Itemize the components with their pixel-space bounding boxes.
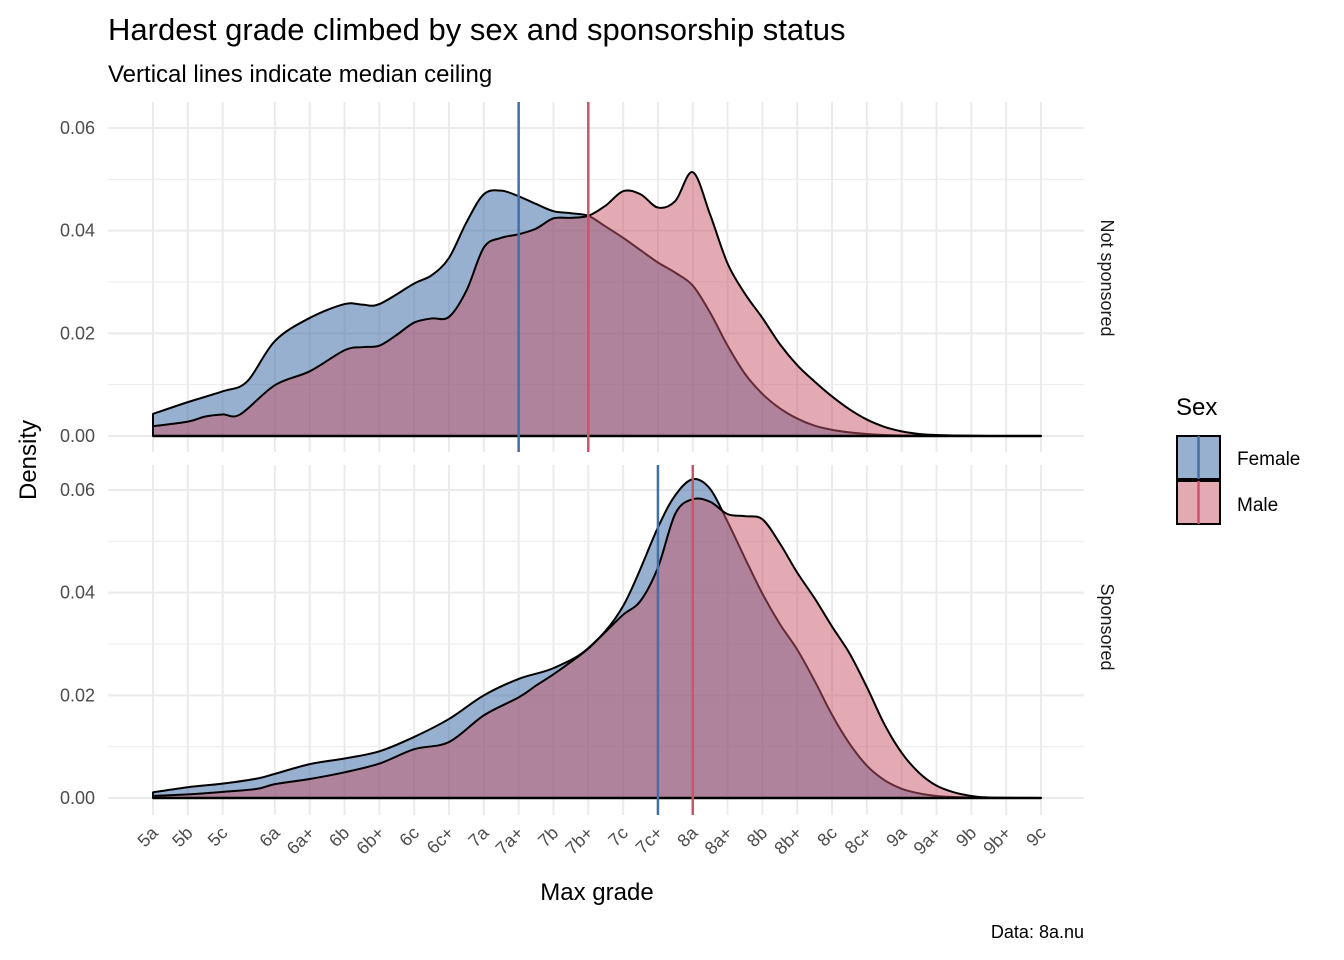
density-area-male-not-sponsored xyxy=(152,171,1042,438)
x-tick-label: 6b+ xyxy=(352,823,388,859)
x-tick-label: 9b xyxy=(952,823,980,851)
x-tick-label: 9a+ xyxy=(910,823,946,859)
chart-title: Hardest grade climbed by sex and sponsor… xyxy=(108,12,846,47)
x-tick-label: 6c xyxy=(395,823,423,851)
x-tick-label: 8c+ xyxy=(841,823,876,858)
strip-label-sponsored: Sponsored xyxy=(1097,583,1117,670)
x-tick-label: 6b xyxy=(325,823,353,851)
x-tick-label: 8b xyxy=(743,823,771,851)
chart-caption: Data: 8a.nu xyxy=(991,922,1084,942)
legend-label-female: Female xyxy=(1237,449,1300,470)
x-tick-label: 6c+ xyxy=(423,823,458,858)
x-tick-label: 9b+ xyxy=(979,823,1015,859)
x-tick-label: 6a xyxy=(255,822,284,851)
panel-sponsored: 0.00 0.02 0.04 0.06 xyxy=(60,465,1084,815)
x-tick-label: 5b xyxy=(168,823,196,851)
chart-subtitle: Vertical lines indicate median ceiling xyxy=(108,61,492,88)
y-axis-title: Density xyxy=(15,420,42,500)
x-tick-label: 7a xyxy=(464,822,493,851)
x-tick-label: 7c+ xyxy=(632,823,667,858)
x-tick-label: 8b+ xyxy=(770,823,806,859)
x-tick-label: 9c xyxy=(1022,823,1050,851)
y-tick-label: 0.02 xyxy=(60,323,95,343)
y-tick-label: 0.06 xyxy=(60,118,95,138)
legend-title: Sex xyxy=(1176,394,1217,421)
x-axis-ticks: 5a 5b 5c 6a 6a+ 6b 6b+ 6c 6c+ 7a 7a+ 7b 7b+ 7c 7c+ 8a 8a… xyxy=(134,822,1050,858)
strip-label-not-sponsored: Not sponsored xyxy=(1097,219,1117,336)
panel-not-sponsored: 0.00 0.02 0.04 0.06 xyxy=(60,102,1084,452)
x-tick-label: 8a+ xyxy=(701,823,737,859)
density-area-male-sponsored xyxy=(152,497,1042,799)
x-tick-label: 7a+ xyxy=(492,823,528,859)
x-tick-label: 8c xyxy=(813,823,841,851)
x-tick-label: 6a+ xyxy=(283,823,319,859)
y-tick-label: 0.00 xyxy=(60,788,95,808)
x-tick-label: 9a xyxy=(882,822,911,851)
y-tick-label: 0.04 xyxy=(60,221,95,241)
legend-label-male: Male xyxy=(1237,495,1278,516)
x-tick-label: 5c xyxy=(204,823,232,851)
legend: Sex Female Male xyxy=(1176,394,1300,525)
x-tick-label: 7b xyxy=(534,823,562,851)
y-tick-label: 0.02 xyxy=(60,685,95,705)
y-tick-label: 0.00 xyxy=(60,426,95,446)
x-tick-label: 5a xyxy=(134,822,163,851)
x-tick-label: 7b+ xyxy=(561,823,597,859)
x-tick-label: 8a xyxy=(673,822,702,851)
y-tick-label: 0.06 xyxy=(60,480,95,500)
x-tick-label: 7c xyxy=(604,823,632,851)
x-axis-title: Max grade xyxy=(540,879,653,906)
y-tick-label: 0.04 xyxy=(60,583,95,603)
